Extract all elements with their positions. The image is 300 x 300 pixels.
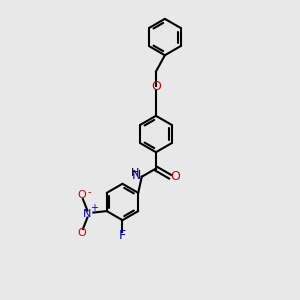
Text: -: - <box>87 187 91 197</box>
Text: F: F <box>119 229 126 242</box>
Text: O: O <box>77 190 86 200</box>
Text: +: + <box>90 203 98 213</box>
Text: O: O <box>77 228 86 239</box>
Text: N: N <box>83 209 92 219</box>
Text: O: O <box>170 170 180 183</box>
Text: O: O <box>151 80 161 93</box>
Text: N: N <box>131 169 141 182</box>
Text: H: H <box>131 168 139 178</box>
